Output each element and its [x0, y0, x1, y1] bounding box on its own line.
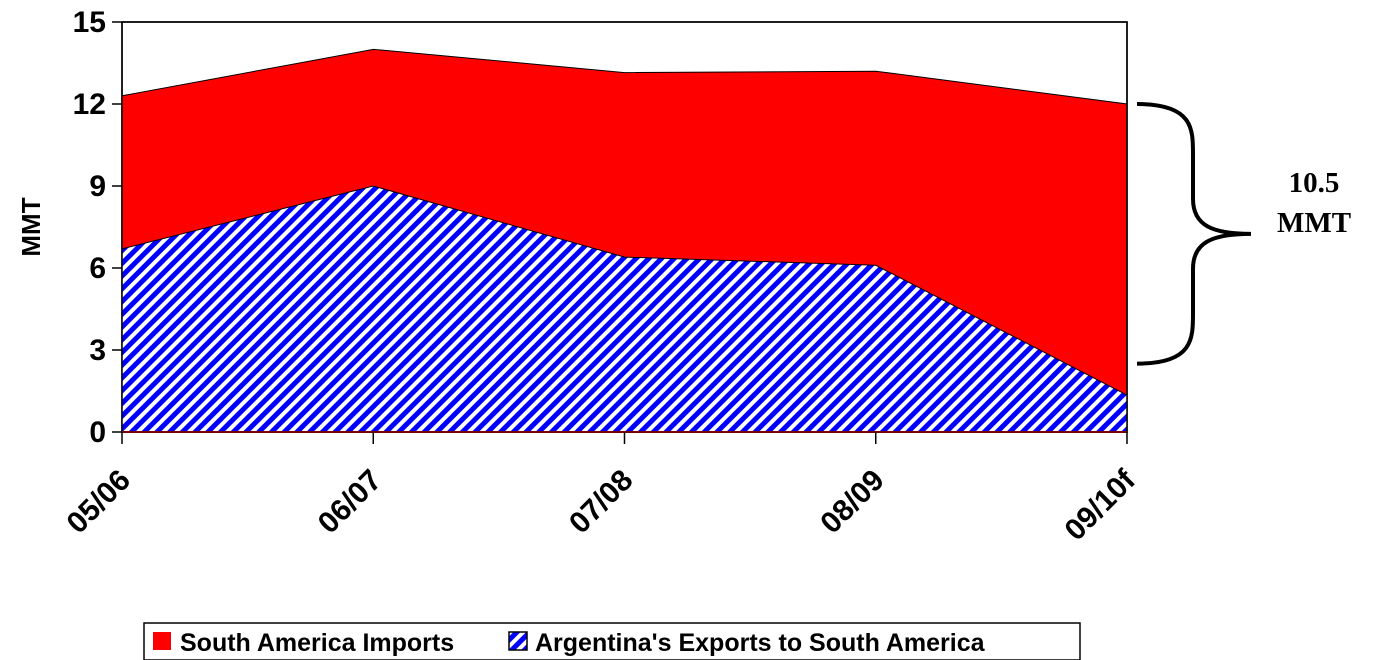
plot-area	[121, 21, 1128, 433]
annotation-brace	[1136, 102, 1252, 366]
x-tick-label: 07/08	[563, 464, 639, 540]
annotation: 10.5 MMT	[1136, 102, 1351, 366]
legend-label-argentina-exports: Argentina's Exports to South America	[535, 629, 986, 657]
legend: South America Imports Argentina's Export…	[143, 622, 1081, 660]
x-tick-label: 08/09	[814, 464, 890, 540]
y-axis-label: MMT	[16, 197, 46, 256]
y-tick-label: 12	[73, 88, 106, 121]
annotation-value: 10.5	[1289, 167, 1340, 199]
y-tick-label: 6	[89, 252, 106, 285]
x-tick-label: 06/07	[312, 464, 388, 540]
series-layer	[121, 48, 1128, 433]
y-tick-label: 0	[89, 416, 106, 449]
x-axis: 05/06 06/07 07/08 08/09 09/10f	[61, 432, 1143, 547]
legend-label-south-america-imports: South America Imports	[180, 629, 454, 657]
legend-swatch-south-america-imports	[153, 632, 171, 650]
y-tick-label: 15	[73, 6, 106, 39]
legend-box	[143, 622, 1081, 660]
annotation-unit: MMT	[1277, 207, 1351, 239]
y-tick-label: 3	[89, 334, 106, 367]
y-tick-label: 9	[89, 170, 106, 203]
y-axis: 0 3 6 9 12 15	[73, 6, 122, 449]
x-tick-label: 05/06	[61, 464, 137, 540]
x-tick-label: 09/10f	[1058, 463, 1142, 547]
legend-swatch-argentina-exports	[508, 631, 528, 651]
